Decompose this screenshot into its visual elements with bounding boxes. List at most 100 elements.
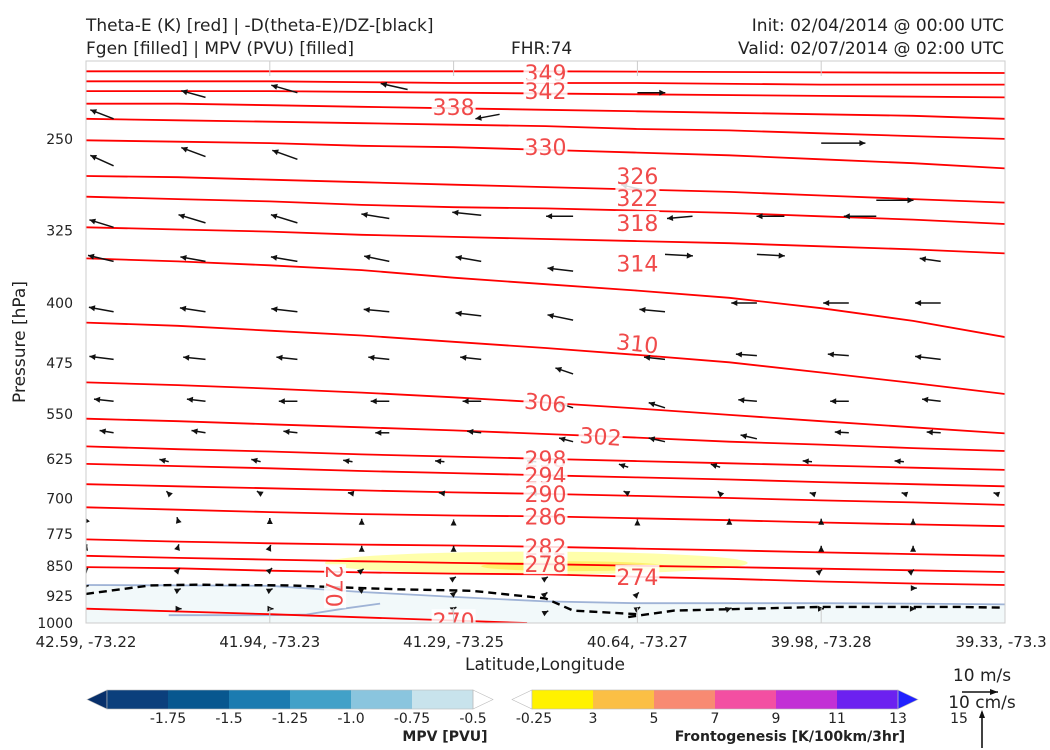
y-tick-label: 550 [46,407,73,423]
wind-vector-head [180,255,187,261]
wind-vector [926,429,941,436]
x-axis-label: Latitude,Longitude [465,655,625,675]
wind-vector [830,398,849,405]
wind-vector-head [633,607,641,613]
wind-vector-head [926,429,933,436]
wind-vector [272,149,298,161]
wind-vector [907,569,915,576]
wind-vector-head [99,428,106,435]
contour-label: 290 [525,483,567,508]
theta-e-contour-318 [86,226,1005,255]
wind-vector-head [818,518,825,525]
wind-vector [915,354,941,361]
stability-contour-dashed [628,605,1005,619]
wind-vector [643,354,666,361]
frontogenesis-colorbar: 3 5 7 9 11 13 15 [511,689,968,727]
wind-vector-head [618,463,626,469]
wind-vector [541,576,549,583]
wind-vector [368,354,390,361]
wind-vector-head [361,212,368,218]
wind-vector-head [555,367,562,373]
contour-label: 274 [616,566,658,591]
wind-vector [802,458,813,465]
wind-vector [159,457,169,464]
contour-label: 286 [525,505,567,530]
contour-label-background [523,534,568,557]
wind-vector-head [186,396,194,403]
y-tick-label: 250 [46,132,73,148]
wind-vector-head [455,310,462,317]
wind-vector [175,605,182,612]
y-tick-label: 700 [46,492,73,508]
wind-vector-head [251,457,258,464]
wind-vector-head [541,610,549,617]
contour-label: 278 [525,553,567,578]
wind-vector [756,252,785,259]
wind-vector-head [830,398,837,405]
wind-vector-head [89,354,96,361]
wind-vector-head [809,491,817,498]
contour-label: 326 [616,165,658,190]
wind-vector-head [256,491,264,497]
wind-vector-head [364,254,371,261]
wind-vector-head [191,428,198,435]
wind-vector [876,197,914,204]
x-tick-label: 42.59, -73.22 [36,633,137,651]
wind-vector [186,396,206,403]
wind-vector-head [686,252,693,259]
vector-scale-legend: 10 m/s 10 cm/s [948,666,1016,748]
wind-vector-head [271,306,278,313]
contour-label-layer: 3493423383303263223183143103063022982942… [320,61,661,623]
contour-label-background [523,61,568,83]
wind-vector [632,591,640,599]
wind-vector [993,491,1001,498]
mpv-boundary-line [168,602,381,617]
wind-vector [546,213,574,220]
wind-vector [452,209,482,216]
wind-vector [738,397,757,404]
wind-vector-head [363,307,370,313]
theta-e-contour-314 [86,257,1005,338]
wind-vector-head [270,213,278,220]
wind-vector [270,254,298,263]
frontogenesis-colorbar-segment [532,690,594,709]
wind-vector-head [818,545,825,552]
contour-label-background [577,422,624,448]
wind-vector-head [357,587,365,594]
wind-vector-head [632,592,639,599]
contour-label-background [523,79,568,102]
contour-label: 302 [579,424,623,452]
contour-label-background [523,481,568,504]
wind-vector-head [450,545,457,552]
wind-vector [450,545,457,552]
x-axis-ticks: 42.59, -73.22 41.94, -73.23 41.29, -73.25 4… [36,61,1047,651]
wind-vector [710,463,721,469]
mpv-colorbar: -1.75 -1.5 -1.25 -1.0 -0.75 -0.5 -0.25 [86,689,552,727]
contour-label-background [615,564,660,587]
wind-vector [735,351,757,358]
wind-vector-head [271,84,278,90]
wind-vector [179,305,206,313]
wind-vector [358,545,365,552]
wind-vector [183,354,206,361]
wind-vector-head [639,307,646,313]
wind-vector [623,490,631,497]
wind-vector [165,490,173,498]
wind-vector [271,84,298,94]
plot-frame [85,60,1006,624]
wind-vector [265,544,272,552]
wind-vector [922,396,941,403]
wind-vector [475,113,500,121]
wind-vector-head [915,354,922,360]
wind-vector [540,591,548,599]
wind-vector-head [710,463,718,469]
wind-vector [89,218,114,229]
wind-vector [86,518,90,524]
wind-vector-head [276,354,283,361]
wind-vector [648,436,666,443]
wind-vector-head [894,458,901,465]
plot-area: 3493423383303263223183143103063022982942… [86,61,1005,623]
wind-vector-head [827,351,834,358]
wind-vector-head [265,545,272,552]
wind-vector-head [541,576,548,583]
